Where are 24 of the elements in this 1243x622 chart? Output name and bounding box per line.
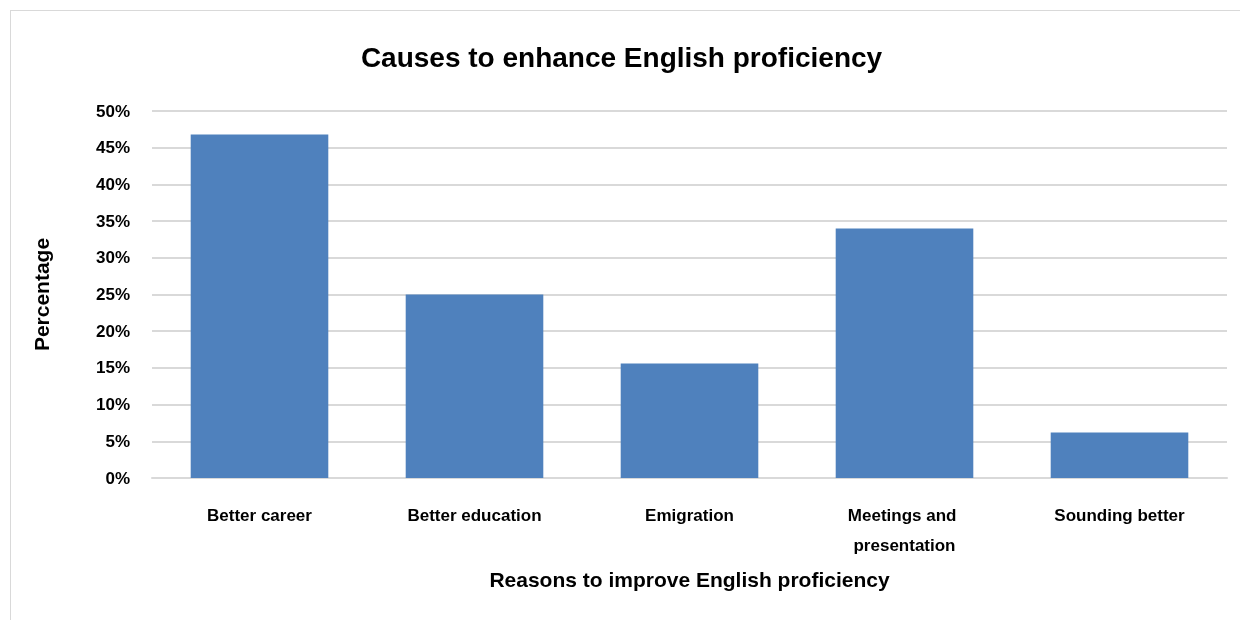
x-axis-title: Reasons to improve English proficiency (489, 568, 890, 591)
x-tick-label: Emigration (645, 505, 734, 525)
x-tick-label: Better career (207, 505, 313, 525)
y-tick-label: 20% (95, 321, 130, 341)
y-tick-label: 40% (95, 174, 130, 194)
y-tick-label: 5% (105, 431, 130, 451)
y-tick-label: 50% (95, 101, 130, 121)
y-axis-title: Percentage (30, 237, 53, 352)
chart-title: Causes to enhance English proficiency (360, 41, 883, 73)
bar (190, 134, 329, 478)
x-tick-label: Sounding better (1054, 505, 1186, 525)
bar (835, 228, 974, 478)
y-tick-label: 30% (95, 248, 130, 268)
y-tick-label: 10% (95, 395, 130, 415)
y-tick-label: 45% (95, 138, 130, 158)
y-tick-label: 35% (95, 211, 130, 231)
y-tick-label: 0% (105, 468, 130, 488)
y-tick-label: 25% (95, 285, 130, 304)
bar (620, 363, 759, 478)
x-tick-label: Better education (407, 505, 542, 525)
x-tick-label: Meetings and presentation (847, 505, 962, 555)
bar (1050, 432, 1189, 478)
y-tick-label: 15% (95, 358, 130, 378)
bar (405, 294, 544, 478)
